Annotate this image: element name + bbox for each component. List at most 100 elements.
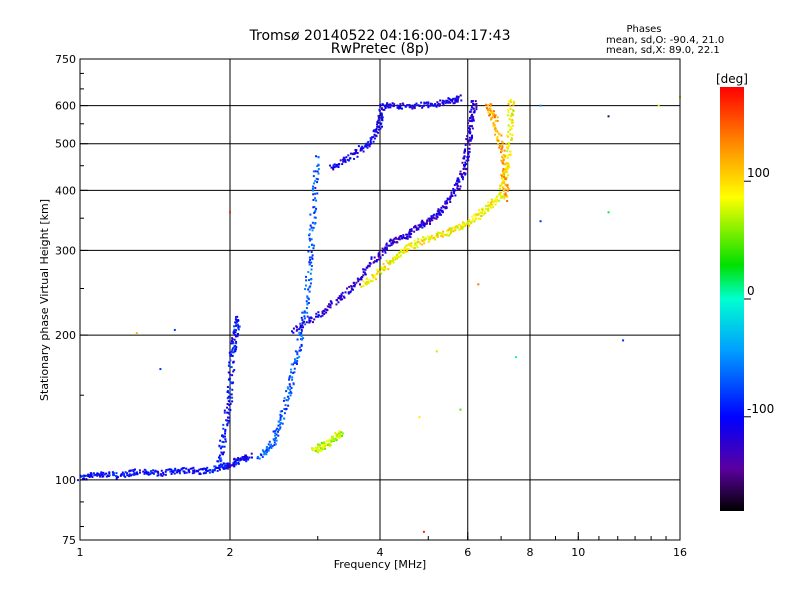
data-point bbox=[267, 443, 270, 446]
data-point bbox=[375, 278, 378, 281]
data-point bbox=[399, 103, 402, 106]
data-point bbox=[444, 200, 447, 203]
data-point bbox=[344, 291, 347, 294]
data-point bbox=[404, 250, 407, 253]
data-point bbox=[419, 225, 422, 228]
data-point bbox=[442, 230, 445, 233]
data-point bbox=[390, 242, 393, 245]
data-point bbox=[234, 321, 237, 324]
data-point bbox=[381, 254, 384, 257]
data-point bbox=[371, 274, 374, 277]
data-point bbox=[450, 229, 453, 232]
y-tick-label: 400 bbox=[55, 184, 76, 197]
data-point bbox=[310, 261, 313, 264]
data-point bbox=[223, 411, 226, 414]
data-point bbox=[349, 157, 352, 160]
x-tick-label: 6 bbox=[464, 546, 471, 559]
data-point bbox=[81, 475, 84, 478]
data-point bbox=[385, 243, 388, 246]
data-point bbox=[256, 457, 259, 460]
data-point bbox=[309, 272, 312, 275]
data-point bbox=[498, 187, 501, 190]
data-point bbox=[482, 213, 485, 216]
data-point bbox=[504, 183, 507, 186]
data-point bbox=[263, 453, 266, 456]
data-point bbox=[230, 340, 233, 343]
data-point bbox=[507, 100, 510, 103]
data-point bbox=[305, 300, 308, 303]
data-point bbox=[471, 116, 474, 119]
data-point bbox=[274, 434, 277, 437]
data-point bbox=[227, 463, 230, 466]
data-point bbox=[123, 472, 126, 475]
data-point bbox=[230, 350, 233, 353]
data-point bbox=[317, 445, 320, 448]
data-point bbox=[500, 177, 503, 180]
data-point bbox=[343, 159, 346, 162]
data-point bbox=[161, 471, 164, 474]
data-point bbox=[471, 136, 474, 139]
data-point bbox=[204, 467, 207, 470]
data-point bbox=[201, 467, 204, 470]
data-point bbox=[308, 279, 311, 282]
data-point bbox=[463, 151, 466, 154]
data-point bbox=[206, 466, 209, 469]
data-point bbox=[205, 468, 208, 471]
data-point bbox=[499, 184, 502, 187]
data-point bbox=[455, 182, 458, 185]
data-point bbox=[356, 152, 359, 155]
data-point bbox=[449, 101, 452, 104]
data-point bbox=[397, 104, 400, 107]
data-point bbox=[237, 328, 240, 331]
data-point bbox=[470, 115, 473, 118]
data-point bbox=[289, 385, 292, 388]
data-point bbox=[487, 111, 490, 114]
data-point bbox=[500, 150, 503, 153]
data-point bbox=[494, 126, 497, 129]
data-point bbox=[342, 432, 345, 435]
data-point bbox=[221, 466, 224, 469]
data-point bbox=[447, 197, 450, 200]
data-point bbox=[231, 348, 234, 351]
data-point bbox=[511, 137, 514, 140]
data-point bbox=[470, 99, 473, 102]
data-point bbox=[450, 230, 453, 233]
data-point bbox=[306, 315, 309, 318]
data-point bbox=[357, 280, 360, 283]
data-point bbox=[456, 182, 459, 185]
data-point bbox=[226, 406, 229, 409]
data-point bbox=[497, 140, 500, 143]
data-point bbox=[231, 396, 234, 399]
data-point bbox=[314, 447, 317, 450]
data-point bbox=[464, 172, 467, 175]
data-point bbox=[102, 475, 105, 478]
data-point bbox=[235, 342, 238, 345]
data-point bbox=[292, 363, 295, 366]
data-point bbox=[301, 319, 304, 322]
phase-info-x: mean, sd,X: 89.0, 22.1 bbox=[606, 45, 720, 56]
data-point bbox=[338, 436, 341, 439]
data-point bbox=[498, 193, 501, 196]
data-point bbox=[187, 468, 190, 471]
data-point bbox=[336, 163, 339, 166]
data-point bbox=[429, 236, 432, 239]
data-point bbox=[325, 308, 328, 311]
data-point bbox=[275, 433, 278, 436]
data-point bbox=[375, 135, 378, 138]
data-point bbox=[471, 215, 474, 218]
data-point bbox=[230, 381, 233, 384]
data-point bbox=[339, 296, 342, 299]
data-point bbox=[317, 156, 320, 159]
data-point bbox=[135, 471, 138, 474]
data-point bbox=[365, 145, 368, 148]
data-point bbox=[103, 473, 106, 476]
data-point bbox=[515, 356, 518, 359]
data-point bbox=[481, 212, 484, 215]
data-point bbox=[349, 290, 352, 293]
data-point bbox=[506, 147, 509, 150]
data-point bbox=[460, 226, 463, 229]
data-point bbox=[245, 460, 248, 463]
data-point bbox=[492, 113, 495, 116]
data-point bbox=[410, 230, 413, 233]
data-point bbox=[406, 233, 409, 236]
